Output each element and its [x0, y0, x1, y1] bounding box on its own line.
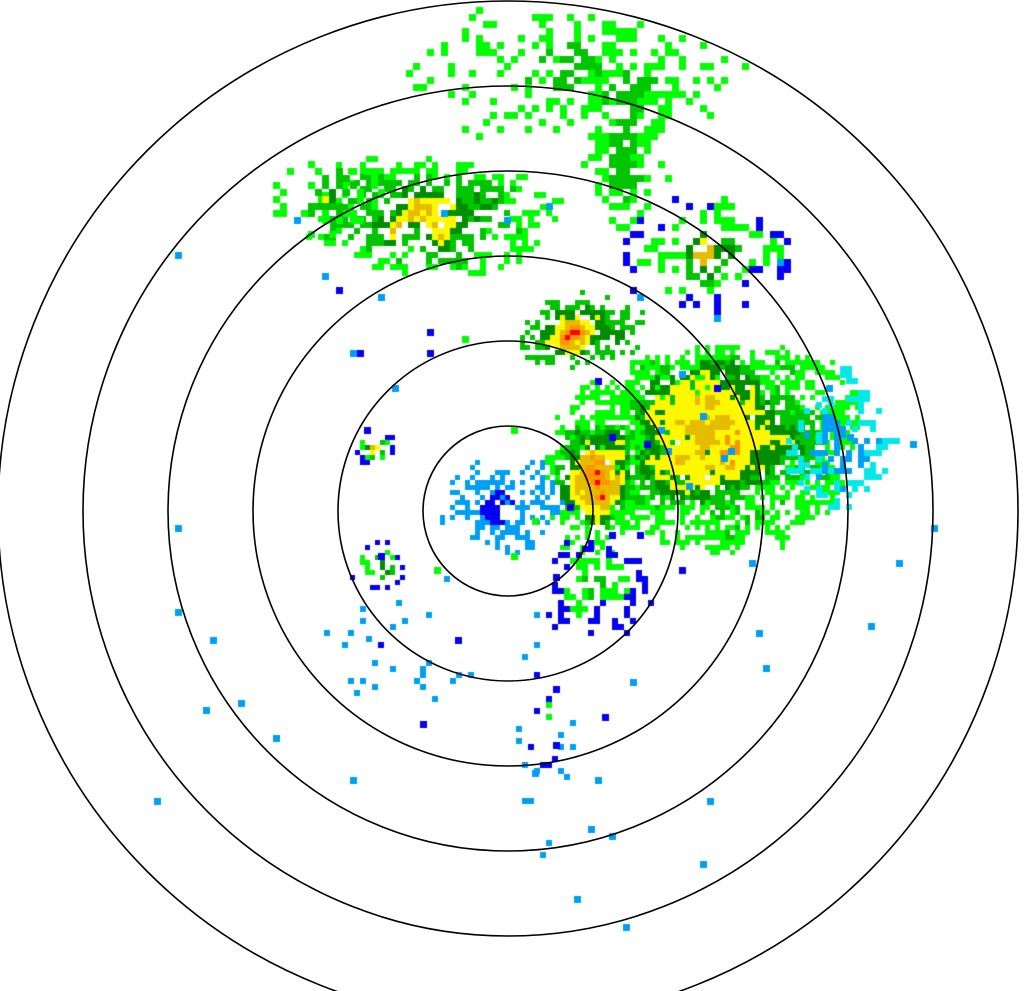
reflectivity-canvas [0, 0, 1029, 991]
radar-display [0, 0, 1029, 991]
